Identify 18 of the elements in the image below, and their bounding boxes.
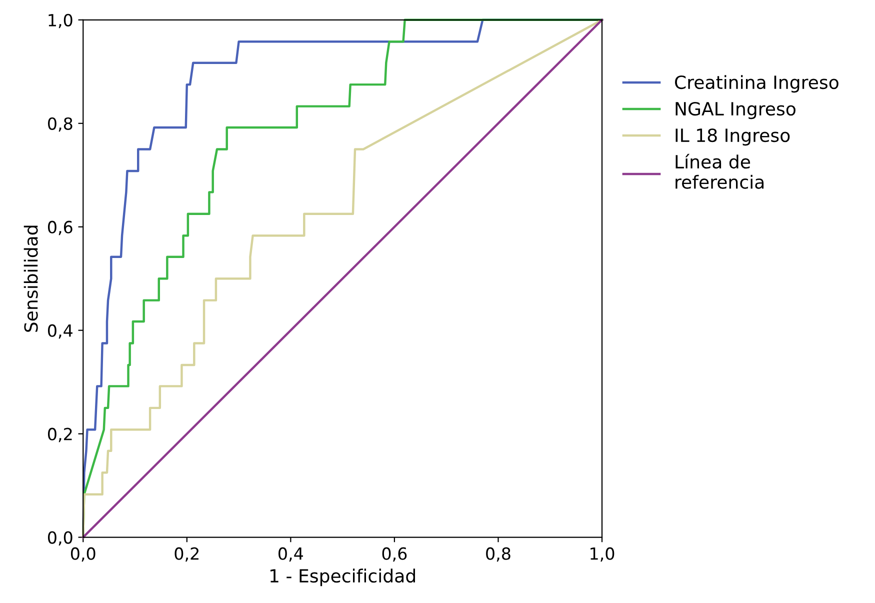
y-tick-label: 0,0	[48, 531, 72, 546]
x-tick-label: 0,2	[174, 547, 198, 562]
legend-label: IL 18 Ingreso	[676, 128, 790, 146]
x-tick-label: 0,0	[70, 547, 96, 562]
y-tick-label: 0,8	[48, 117, 72, 132]
x-tick-label: 0,6	[382, 547, 407, 562]
y-axis-title: Sensibilidad	[24, 226, 38, 332]
x-tick-label: 0,8	[486, 547, 510, 562]
legend-label: Creatinina Ingreso	[675, 75, 838, 93]
y-tick-label: 0,4	[48, 324, 72, 339]
x-tick-label: 1,0	[590, 547, 614, 562]
legend-label: Línea de referencia	[676, 154, 764, 189]
x-axis-title: 1 - Especificidad	[270, 568, 415, 586]
x-tick-label: 0,4	[278, 547, 303, 562]
y-tick-label: 0,6	[48, 220, 72, 236]
y-tick-label: 1,0	[48, 14, 72, 28]
y-tick-label: 0,2	[48, 428, 72, 442]
legend-label: NGAL Ingreso	[676, 102, 796, 120]
